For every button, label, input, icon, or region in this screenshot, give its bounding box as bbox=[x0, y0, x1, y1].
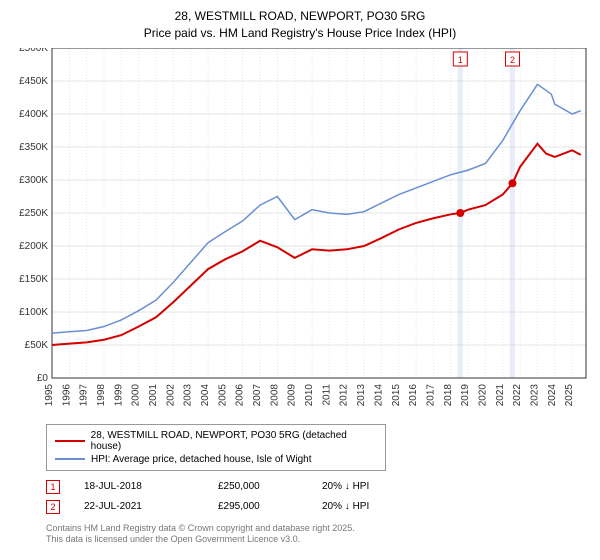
svg-text:1: 1 bbox=[458, 55, 463, 65]
footer: Contains HM Land Registry data © Crown c… bbox=[46, 523, 590, 546]
svg-text:2000: 2000 bbox=[131, 383, 142, 406]
legend-swatch bbox=[55, 458, 85, 460]
svg-text:2020: 2020 bbox=[477, 383, 488, 406]
svg-text:2025: 2025 bbox=[564, 383, 575, 406]
svg-text:£250K: £250K bbox=[19, 208, 48, 219]
marker-number: 1 bbox=[46, 480, 60, 494]
svg-text:2: 2 bbox=[510, 55, 515, 65]
legend: 28, WESTMILL ROAD, NEWPORT, PO30 5RG (de… bbox=[46, 424, 386, 471]
chart-title: 28, WESTMILL ROAD, NEWPORT, PO30 5RG Pri… bbox=[10, 8, 590, 42]
svg-text:2024: 2024 bbox=[547, 383, 558, 406]
svg-text:£350K: £350K bbox=[19, 142, 48, 153]
svg-text:2005: 2005 bbox=[217, 383, 228, 406]
marker-date: 18-JUL-2018 bbox=[84, 481, 194, 492]
svg-text:2022: 2022 bbox=[512, 383, 523, 406]
marker-price: £250,000 bbox=[218, 481, 298, 492]
title-line-2: Price paid vs. HM Land Registry's House … bbox=[10, 25, 590, 42]
marker-number: 2 bbox=[46, 500, 60, 514]
marker-hpi: 20% ↓ HPI bbox=[322, 481, 402, 492]
chart-container: 28, WESTMILL ROAD, NEWPORT, PO30 5RG Pri… bbox=[0, 0, 600, 560]
svg-text:2008: 2008 bbox=[269, 383, 280, 406]
svg-text:2017: 2017 bbox=[425, 383, 436, 406]
svg-text:1999: 1999 bbox=[113, 383, 124, 406]
svg-text:2011: 2011 bbox=[321, 383, 332, 405]
svg-text:2010: 2010 bbox=[304, 383, 315, 406]
svg-text:2004: 2004 bbox=[200, 383, 211, 406]
svg-text:2006: 2006 bbox=[235, 383, 246, 406]
legend-swatch bbox=[55, 440, 85, 442]
svg-text:2023: 2023 bbox=[529, 383, 540, 406]
legend-label: HPI: Average price, detached house, Isle… bbox=[91, 454, 312, 465]
svg-text:2018: 2018 bbox=[443, 383, 454, 406]
legend-label: 28, WESTMILL ROAD, NEWPORT, PO30 5RG (de… bbox=[91, 430, 377, 452]
svg-text:£400K: £400K bbox=[19, 109, 48, 120]
svg-text:£300K: £300K bbox=[19, 175, 48, 186]
svg-text:2013: 2013 bbox=[356, 383, 367, 406]
svg-text:2009: 2009 bbox=[287, 383, 298, 406]
footer-line-2: This data is licensed under the Open Gov… bbox=[46, 534, 590, 546]
svg-text:£100K: £100K bbox=[19, 307, 48, 318]
svg-text:1995: 1995 bbox=[44, 383, 55, 406]
marker-row: 2 22-JUL-2021 £295,000 20% ↓ HPI bbox=[46, 497, 590, 517]
legend-item: 28, WESTMILL ROAD, NEWPORT, PO30 5RG (de… bbox=[55, 429, 377, 453]
title-line-1: 28, WESTMILL ROAD, NEWPORT, PO30 5RG bbox=[10, 8, 590, 25]
svg-text:£150K: £150K bbox=[19, 274, 48, 285]
svg-text:1996: 1996 bbox=[61, 383, 72, 406]
svg-text:2019: 2019 bbox=[460, 383, 471, 406]
legend-item: HPI: Average price, detached house, Isle… bbox=[55, 453, 377, 466]
marker-table: 1 18-JUL-2018 £250,000 20% ↓ HPI 2 22-JUL-202… bbox=[46, 477, 590, 517]
svg-text:£200K: £200K bbox=[19, 241, 48, 252]
marker-hpi: 20% ↓ HPI bbox=[322, 501, 402, 512]
marker-price: £295,000 bbox=[218, 501, 298, 512]
svg-text:1998: 1998 bbox=[96, 383, 107, 406]
svg-text:2007: 2007 bbox=[252, 383, 263, 406]
svg-text:£500K: £500K bbox=[19, 48, 48, 54]
svg-text:2015: 2015 bbox=[391, 383, 402, 406]
chart-svg: £0 £50K £100K £150K £200K £250K £300K £350K £400… bbox=[10, 48, 590, 418]
svg-text:2021: 2021 bbox=[495, 383, 506, 406]
marker-date: 22-JUL-2021 bbox=[84, 501, 194, 512]
marker-row: 1 18-JUL-2018 £250,000 20% ↓ HPI bbox=[46, 477, 590, 497]
svg-text:2016: 2016 bbox=[408, 383, 419, 406]
svg-text:2001: 2001 bbox=[148, 383, 159, 406]
svg-text:£0: £0 bbox=[37, 373, 49, 384]
svg-text:2002: 2002 bbox=[165, 383, 176, 406]
svg-text:2003: 2003 bbox=[183, 383, 194, 406]
svg-text:2014: 2014 bbox=[373, 383, 384, 406]
svg-text:1997: 1997 bbox=[79, 383, 90, 406]
svg-text:£450K: £450K bbox=[19, 76, 48, 87]
line-chart: £0 £50K £100K £150K £200K £250K £300K £350K £400… bbox=[10, 48, 590, 418]
svg-text:2012: 2012 bbox=[339, 383, 350, 406]
svg-text:£50K: £50K bbox=[25, 340, 49, 351]
footer-line-1: Contains HM Land Registry data © Crown c… bbox=[46, 523, 590, 535]
